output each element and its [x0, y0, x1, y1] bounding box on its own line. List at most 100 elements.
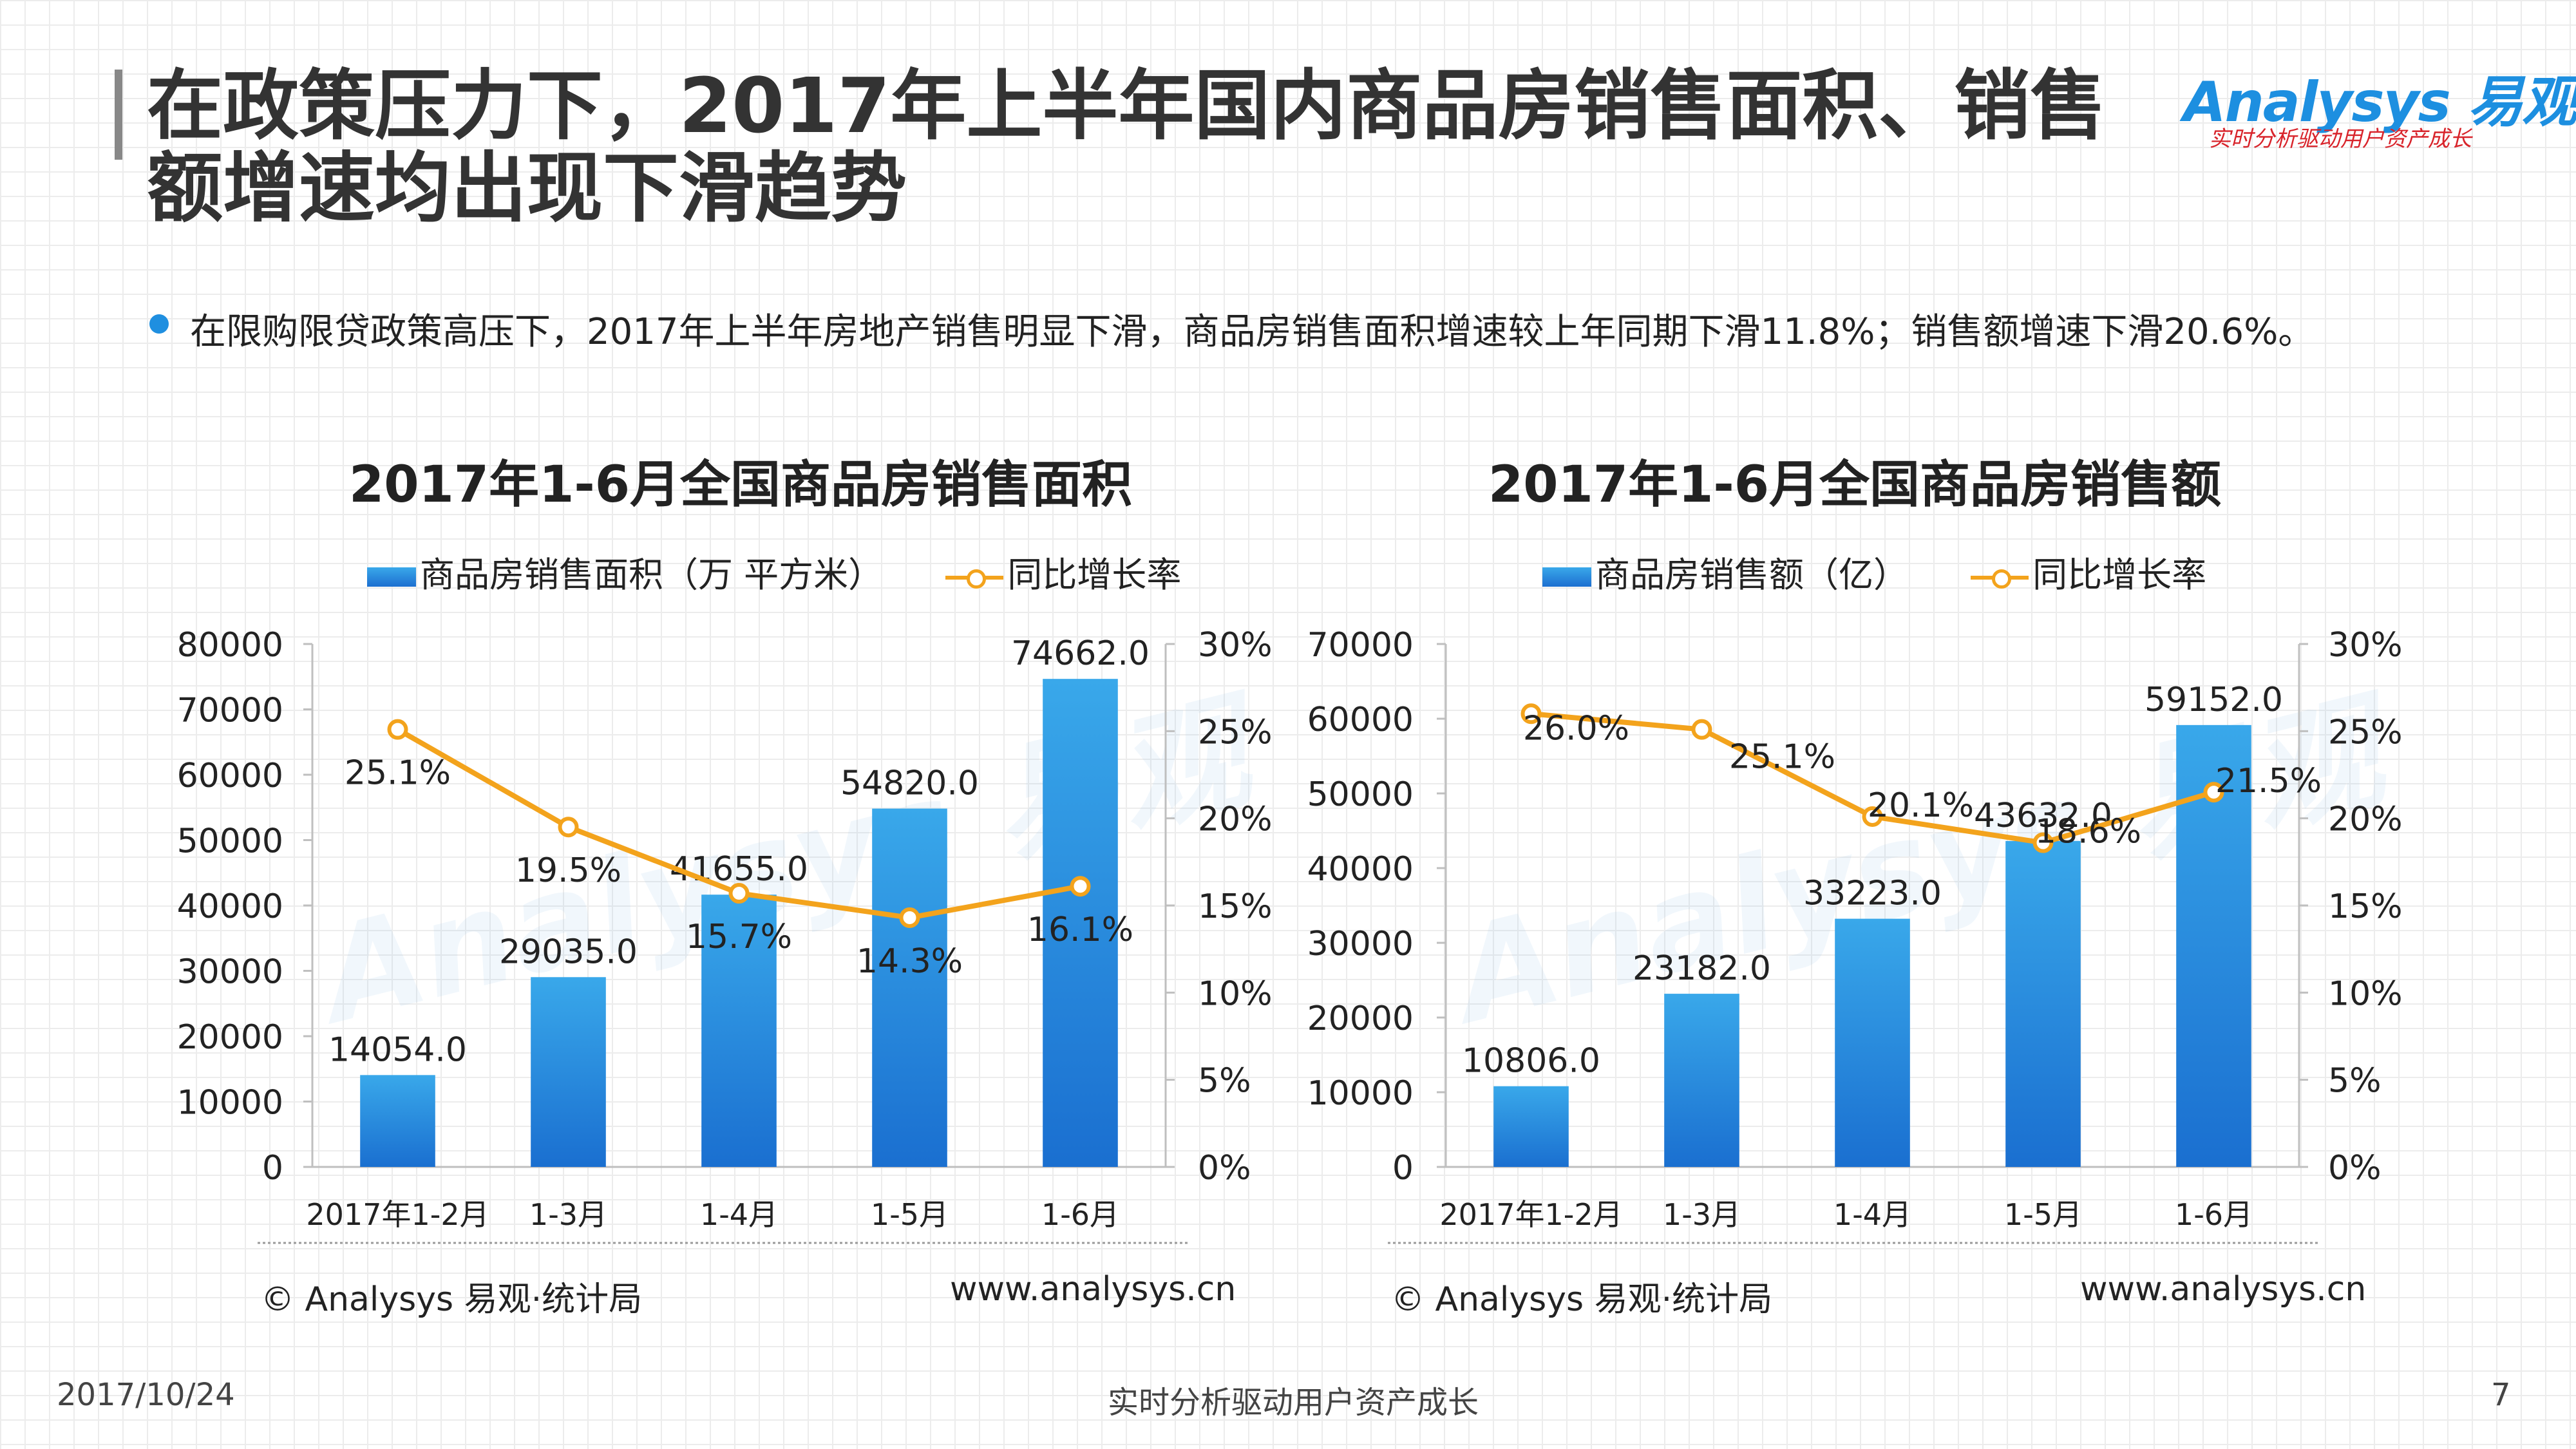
chart1-right-tick-label: 0%	[1198, 1149, 1251, 1188]
chart2-right-tick-label: 5%	[2328, 1062, 2382, 1101]
chart2-growth-point	[1691, 719, 1712, 740]
chart2-legend-line-label: 同比增长率	[2032, 554, 2207, 595]
chart2-right-tick-label: 20%	[2328, 800, 2403, 839]
chart2-x-tick-label: 1-4月	[1833, 1197, 1911, 1232]
chart2-x-tick-label: 1-5月	[2004, 1197, 2082, 1232]
chart1-source: © Analysys 易观·统计局	[261, 1280, 643, 1319]
chart1-bar	[872, 808, 947, 1167]
title-accent-bar	[115, 70, 122, 160]
chart2-growth-point	[1520, 703, 1542, 724]
chart1-right-tick-label: 5%	[1198, 1062, 1251, 1101]
chart1-title: 2017年1-6月全国商品房销售面积	[348, 456, 1132, 514]
logo: Analysys 易观 实时分析驱动用户资产成长	[2183, 57, 2576, 153]
chart2-bar	[1664, 994, 1739, 1167]
chart2-bar-label: 59152.0	[2145, 681, 2283, 719]
chart1-growth-point	[1070, 876, 1091, 897]
chart2-source: © Analysys 易观·统计局	[1391, 1280, 1773, 1319]
chart2-legend-bar-label: 商品房销售额（亿）	[1595, 554, 1908, 595]
chart2-right-tick-label: 30%	[2328, 626, 2403, 665]
chart1-bar-label: 74662.0	[1011, 634, 1150, 673]
chart2-left-tick-label: 70000	[1307, 626, 1414, 665]
chart2-legend: 商品房销售额（亿） 同比增长率	[1542, 546, 2206, 597]
chart2-growth-label: 20.1%	[1868, 786, 1974, 825]
chart1-right-tick-label: 25%	[1198, 713, 1273, 752]
chart2-x-tick-label: 2017年1-2月	[1439, 1197, 1622, 1232]
chart2-growth-point	[2032, 832, 2054, 853]
chart1-bar	[701, 895, 777, 1167]
chart2-bar	[1493, 1086, 1569, 1167]
chart1-right-tick-label: 10%	[1198, 974, 1273, 1013]
page-title: 在政策压力下，2017年上半年国内商品房销售面积、销售额增速均出现下滑趋势	[147, 61, 2107, 232]
chart1-bar-label: 41655.0	[670, 850, 808, 889]
chart2-right-tick-label: 15%	[2328, 887, 2403, 926]
chart2-left-tick-label: 50000	[1307, 775, 1414, 814]
chart1-left-tick-label: 40000	[177, 887, 283, 926]
legend-bar-swatch-icon	[1542, 567, 1591, 587]
footer-page-number: 7	[2491, 1377, 2511, 1413]
chart2-right-tick-label: 0%	[2328, 1149, 2382, 1188]
chart1-url[interactable]: www.analysys.cn	[950, 1270, 1236, 1309]
chart2-bar	[2005, 840, 2081, 1167]
bullet-icon	[149, 314, 169, 334]
chart1-left-tick-label: 60000	[177, 757, 283, 795]
chart1-x-tick-label: 1-3月	[529, 1197, 607, 1232]
chart1-growth-point	[558, 817, 579, 838]
chart2-left-tick-label: 60000	[1307, 701, 1414, 739]
chart1-growth-label: 16.1%	[1027, 911, 1133, 949]
chart2-x-tick-label: 1-3月	[1663, 1197, 1741, 1232]
chart1-bar-label: 14054.0	[328, 1030, 467, 1069]
chart1-growth-point	[387, 719, 408, 740]
chart2-legend-bar: 商品房销售额（亿）	[1542, 546, 1908, 597]
chart1-bar	[531, 977, 606, 1167]
chart2-bar-label: 23182.0	[1633, 949, 1771, 988]
footer-slogan: 实时分析驱动用户资产成长	[1108, 1385, 1479, 1421]
chart1-legend: 商品房销售面积（万 平方米） 同比增长率	[367, 546, 1181, 597]
chart2-left-tick-label: 30000	[1307, 925, 1414, 963]
chart1-growth-point	[728, 883, 750, 904]
chart1-right-tick-label: 15%	[1198, 887, 1273, 926]
chart2-growth-point	[1862, 806, 1883, 827]
chart1-legend-bar: 商品房销售面积（万 平方米）	[367, 546, 883, 597]
chart2-right-tick-label: 10%	[2328, 974, 2403, 1013]
chart2-growth-label: 18.6%	[2035, 813, 2141, 851]
chart2-bar-label: 10806.0	[1462, 1042, 1600, 1081]
bullet-text: 在限购限贷政策高压下，2017年上半年房地产销售明显下滑，商品房销售面积增速较上…	[190, 311, 2315, 353]
chart1-x-tick-label: 2017年1-2月	[306, 1197, 489, 1232]
chart2-growth-label: 25.1%	[1729, 738, 1835, 777]
chart1-bar-label: 29035.0	[499, 933, 638, 971]
chart1-left-tick-label: 50000	[177, 822, 283, 861]
chart2-left-tick-label: 40000	[1307, 850, 1414, 889]
chart1-growth-point	[899, 907, 920, 928]
logo-slogan: 实时分析驱动用户资产成长	[2209, 126, 2472, 152]
chart1-growth-label: 14.3%	[857, 942, 963, 981]
chart1-left-tick-label: 30000	[177, 953, 283, 992]
chart1-x-tick-label: 1-5月	[871, 1197, 949, 1232]
chart1-left-tick-label: 80000	[177, 626, 283, 665]
chart2-bar	[1835, 918, 1910, 1167]
legend-bar-swatch-icon	[367, 567, 416, 587]
chart1-legend-line-label: 同比增长率	[1007, 554, 1182, 595]
chart2-growth-label: 26.0%	[1523, 709, 1629, 748]
chart1-growth-label: 25.1%	[345, 754, 451, 793]
chart1-x-tick-label: 1-4月	[700, 1197, 778, 1232]
chart1-left-tick-label: 10000	[177, 1084, 283, 1122]
chart1-bar-label: 54820.0	[840, 764, 979, 803]
chart1-x-tick-label: 1-6月	[1041, 1197, 1119, 1232]
chart1-bar	[1043, 679, 1118, 1167]
chart1-growth-label: 15.7%	[686, 918, 792, 956]
chart1-left-tick-label: 0	[262, 1149, 283, 1188]
chart2-left-tick-label: 10000	[1307, 1074, 1414, 1113]
chart2-x-tick-label: 1-6月	[2175, 1197, 2253, 1232]
chart1-growth-label: 19.5%	[515, 851, 621, 890]
logo-main-text: Analysys 易观	[2183, 70, 2576, 135]
chart1-legend-bar-label: 商品房销售面积（万 平方米）	[420, 554, 884, 595]
chart2-left-tick-label: 20000	[1307, 999, 1414, 1038]
legend-line-swatch-icon	[1971, 567, 2029, 589]
chart1-left-tick-label: 70000	[177, 692, 283, 730]
chart2-url[interactable]: www.analysys.cn	[2080, 1270, 2367, 1309]
footer-date: 2017/10/24	[57, 1377, 235, 1413]
chart1-bar	[360, 1075, 435, 1167]
chart1-left-tick-label: 20000	[177, 1018, 283, 1057]
chart2-left-tick-label: 0	[1392, 1149, 1414, 1188]
